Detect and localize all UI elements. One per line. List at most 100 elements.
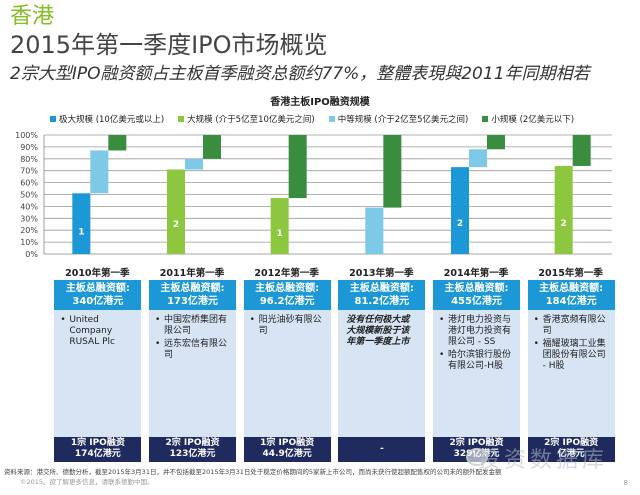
bar-small xyxy=(487,135,505,150)
summary-card: 主板总融资额: 455亿港元港灯电力投资与港灯电力投资有限公司 - SS哈尔滨银行… xyxy=(433,280,520,462)
y-tick-label: 100% xyxy=(15,131,38,140)
legend-item: 大规模 (介于5亿至10亿美元之间) xyxy=(178,112,315,126)
card-footer-value: 123亿港元 xyxy=(169,449,216,459)
bar-large xyxy=(167,169,185,254)
card-footer-count: 1宗 IPO融资 xyxy=(260,438,315,448)
y-tick-label: 0% xyxy=(25,250,38,259)
region-title: 香港 xyxy=(10,4,55,29)
card-header-value: 96.2亿港元 xyxy=(259,296,315,307)
bar-count-label: 1 xyxy=(78,228,84,238)
chart-legend: 极大规模 (10亿美元或以上) 大规模 (介于5亿至10亿美元之间) 中等规模 (介… xyxy=(50,112,640,126)
company-item: 香港宽频有限公司 xyxy=(534,315,609,337)
copyright-note: ©2015。欲了解更多信息，请联系德勤中国。 xyxy=(20,478,154,486)
card-header: 主板总融资额: 455亿港元 xyxy=(433,280,520,310)
card-body: 港灯电力投资与港灯电力投资有限公司 - SS哈尔滨银行股份有限公司-H股 xyxy=(433,310,520,379)
watermark: 投资数据库 xyxy=(478,448,609,473)
summary-card: 主板总融资额: 81.2亿港元 没有任何极大或大规模新股于该年第一季度上市 - xyxy=(338,280,426,462)
bar-medium xyxy=(90,150,109,194)
card-header: 主板总融资额: 340亿港元 xyxy=(54,280,142,310)
card-header-label: 主板总融资额: xyxy=(255,283,320,294)
card-footer-count: 1宗 IPO融资 xyxy=(70,438,125,448)
card-footer: 2宗 IPO融资 亿港元 xyxy=(527,437,615,462)
company-item: 港灯电力投资与港灯电力投资有限公司 - SS xyxy=(439,315,514,348)
legend-label: 小规模 (2亿美元以下) xyxy=(491,115,575,125)
bar-very_large xyxy=(451,167,469,254)
company-item: 远东宏信有限公司 xyxy=(155,339,230,361)
company-item: 福耀玻璃工业集团股份有限公司 - H股 xyxy=(534,339,609,372)
bar-small xyxy=(108,135,127,151)
card-footer-count: 2宗 IPO融资 xyxy=(449,438,504,448)
y-tick-label: 70% xyxy=(20,167,38,176)
page-subtitle: 2宗大型IPO融资额占主板首季融资总额约77%，整體表現與2011年同期相若 xyxy=(10,64,590,84)
watermark-logo-icon xyxy=(466,448,488,466)
chart-title: 香港主板IPO融资规模 xyxy=(270,97,370,108)
company-list: 中国宏桥集团有限公司远东宏信有限公司 xyxy=(155,315,230,361)
card-header: 主板总融资额: 184亿港元 xyxy=(527,280,615,310)
card-header-label: 主板总融资额: xyxy=(539,283,604,294)
bar-count-label: 2 xyxy=(457,219,463,229)
x-tick-label: 2011年第一季 xyxy=(159,268,225,279)
y-tick-label: 30% xyxy=(20,214,38,223)
card-header-value: 340亿港元 xyxy=(72,296,124,307)
bar-medium xyxy=(365,207,384,254)
card-header-value: 184亿港元 xyxy=(545,296,597,307)
company-list: 香港宽频有限公司福耀玻璃工业集团股份有限公司 - H股 xyxy=(534,315,609,372)
card-body: 阳光油砂有限公司 xyxy=(244,310,331,344)
card-header-label: 主板总融资额: xyxy=(444,283,509,294)
card-footer: 1宗 IPO融资 174亿港元 xyxy=(54,437,142,462)
card-body: 香港宽频有限公司福耀玻璃工业集团股份有限公司 - H股 xyxy=(528,310,615,379)
x-tick-label: 2012年第一季 xyxy=(254,268,319,279)
bar-small xyxy=(383,135,402,208)
y-tick-label: 10% xyxy=(20,238,38,247)
y-tick-label: 20% xyxy=(20,226,38,235)
y-tick-label: 60% xyxy=(20,179,38,188)
chart-plot: 0% 10% 20% 30% 40% 50% 60% 70% 80% 90% 100% 1 2 1 2 2 xyxy=(15,131,612,259)
bar-count-label: 2 xyxy=(561,219,567,229)
bar-small xyxy=(572,135,591,166)
summary-card: 主板总融资额: 173亿港元中国宏桥集团有限公司远东宏信有限公司 2宗 IPO融资1… xyxy=(149,280,236,462)
card-footer-count: - xyxy=(379,444,384,454)
x-tick-label: 2013年第一季 xyxy=(349,268,414,279)
card-header-value: 173亿港元 xyxy=(167,296,218,307)
card-header: 主板总融资额: 173亿港元 xyxy=(149,280,236,310)
y-tick-label: 80% xyxy=(20,155,38,164)
card-note: 没有任何极大或大规模新股于该年第一季度上市 xyxy=(346,315,410,347)
card-body: 没有任何极大或大规模新股于该年第一季度上市 xyxy=(338,310,425,353)
bar-count-label: 2 xyxy=(173,220,179,230)
bar-medium xyxy=(469,149,487,168)
source-note: 资料来源：港交所、德勤分析，截至2015年3月31日，并不包括截至2015年3月… xyxy=(4,468,502,476)
y-tick-label: 50% xyxy=(20,191,38,200)
company-list: 阳光油砂有限公司 xyxy=(250,315,325,337)
legend-label: 中等规模 (介于2亿至5亿美元之间) xyxy=(337,115,469,125)
bar-medium xyxy=(185,158,203,170)
company-item: United Company RUSAL Plc xyxy=(60,315,135,348)
card-footer: - xyxy=(338,437,426,462)
summary-card: 主板总融资额: 340亿港元 United Company RUSAL Plc 1宗 … xyxy=(54,280,142,462)
legend-swatch xyxy=(50,116,56,122)
card-header-label: 主板总融资额: xyxy=(349,283,414,294)
x-tick-label: 2010年第一季 xyxy=(65,268,130,279)
y-tick-label: 40% xyxy=(20,202,38,211)
legend-swatch xyxy=(328,116,335,122)
company-item: 阳光油砂有限公司 xyxy=(250,315,325,337)
company-item: 中国宏桥集团有限公司 xyxy=(155,315,230,337)
legend-item: 中等规模 (介于2亿至5亿美元之间) xyxy=(328,112,469,126)
summary-card: 主板总融资额: 184亿港元香港宽频有限公司福耀玻璃工业集团股份有限公司 - H股… xyxy=(527,280,615,462)
company-item: 哈尔滨银行股份有限公司-H股 xyxy=(439,350,514,372)
bar-small xyxy=(288,135,307,199)
legend-label: 极大规模 (10亿美元或以上) xyxy=(59,115,165,125)
card-body: United Company RUSAL Plc xyxy=(54,310,141,355)
card-footer: 1宗 IPO融资 44.9亿港元 xyxy=(243,437,331,462)
card-footer-count: 2宗 IPO融资 xyxy=(165,438,220,448)
legend-swatch xyxy=(482,116,489,122)
card-body: 中国宏桥集团有限公司远东宏信有限公司 xyxy=(149,310,236,368)
bar-large xyxy=(554,165,573,254)
legend-swatch xyxy=(178,116,185,122)
card-footer-value: 亿港元 xyxy=(557,449,585,459)
card-header: 主板总融资额: 96.2亿港元 xyxy=(243,280,331,310)
page-title: 2015年第一季度IPO市场概览 xyxy=(10,31,328,59)
card-header-value: 455亿港元 xyxy=(451,296,502,307)
card-footer: 2宗 IPO融资 123亿港元 xyxy=(149,437,236,462)
bar-very_large xyxy=(72,193,91,254)
